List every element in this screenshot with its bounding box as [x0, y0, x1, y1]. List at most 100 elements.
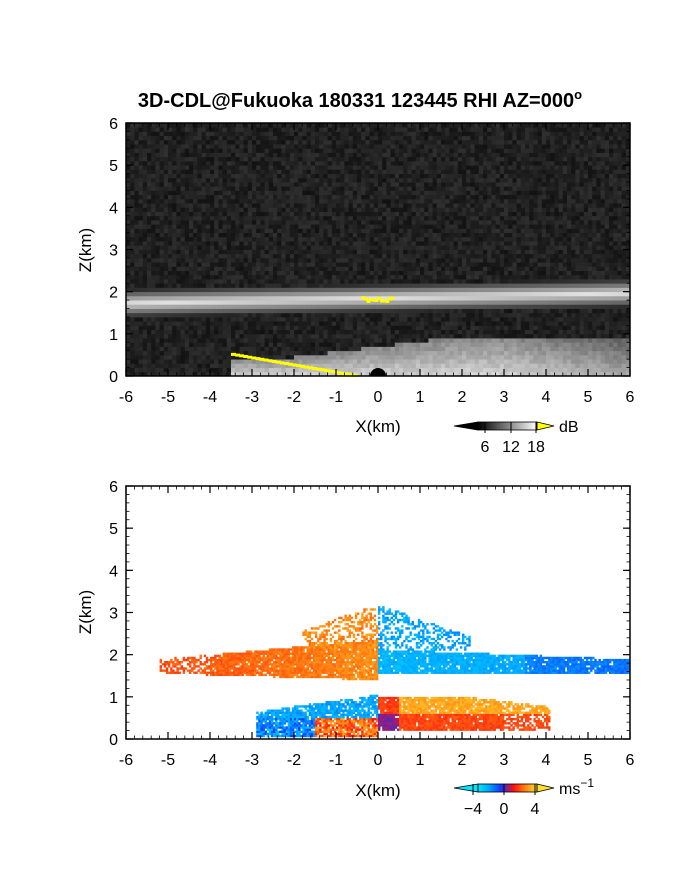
backscatter-cell	[373, 194, 379, 200]
backscatter-cell	[373, 312, 379, 318]
backscatter-cell	[210, 253, 215, 259]
backscatter-cell	[264, 308, 270, 314]
backscatter-cell	[399, 329, 404, 335]
backscatter-cell	[218, 127, 223, 132]
backscatter-cell	[411, 165, 417, 170]
backscatter-cell	[252, 316, 257, 322]
backscatter-cell	[277, 144, 282, 149]
backscatter-cell	[470, 165, 475, 170]
backscatter-cell	[172, 144, 177, 149]
backscatter-cell	[466, 190, 471, 196]
backscatter-cell	[235, 287, 240, 293]
backscatter-cell	[407, 295, 412, 301]
backscatter-cell	[403, 127, 408, 132]
backscatter-cell	[382, 270, 387, 276]
backscatter-cell	[415, 224, 421, 229]
backscatter-cell	[315, 177, 320, 183]
backscatter-cell	[134, 300, 139, 305]
backscatter-cell	[403, 308, 408, 314]
backscatter-cell	[298, 371, 303, 377]
backscatter-cell	[142, 371, 148, 377]
backscatter-cell	[159, 173, 165, 179]
backscatter-cell	[386, 228, 391, 234]
backscatter-cell	[163, 165, 169, 170]
backscatter-cell	[331, 359, 337, 364]
backscatter-cell	[294, 224, 299, 229]
backscatter-cell	[285, 182, 291, 187]
backscatter-cell	[231, 186, 236, 191]
backscatter-cell	[264, 363, 270, 368]
backscatter-cell	[336, 333, 341, 339]
backscatter-cell	[142, 363, 148, 368]
backscatter-cell	[260, 283, 265, 288]
backscatter-cell	[134, 123, 139, 128]
backscatter-cell	[302, 367, 307, 373]
backscatter-cell	[130, 245, 135, 250]
backscatter-cell	[441, 262, 446, 267]
backscatter-cell	[361, 198, 366, 204]
backscatter-cell	[155, 127, 160, 132]
backscatter-cell	[226, 325, 232, 331]
backscatter-cell	[130, 131, 135, 137]
backscatter-cell	[403, 249, 408, 255]
backscatter-cell	[357, 274, 362, 280]
backscatter-cell	[273, 354, 278, 360]
backscatter-cell	[344, 257, 349, 263]
backscatter-cell	[394, 194, 400, 200]
backscatter-cell	[386, 169, 391, 174]
backscatter-cell	[310, 203, 316, 208]
backscatter-cell	[315, 219, 320, 225]
backscatter-cell	[151, 169, 156, 174]
backscatter-cell	[331, 219, 337, 225]
backscatter-cell	[445, 346, 450, 352]
backscatter-cell	[298, 156, 303, 162]
backscatter-cell	[205, 245, 211, 250]
backscatter-cell	[180, 165, 186, 170]
backscatter-cell	[218, 291, 223, 297]
backscatter-cell	[399, 182, 404, 187]
backscatter-cell	[226, 219, 232, 225]
backscatter-cell	[285, 241, 291, 246]
backscatter-cell	[373, 342, 379, 347]
backscatter-cell	[218, 338, 223, 343]
backscatter-cell	[306, 367, 312, 373]
backscatter-cell	[226, 148, 232, 153]
backscatter-cell	[403, 135, 408, 141]
backscatter-cell	[252, 363, 257, 368]
backscatter-cell	[281, 177, 286, 183]
backscatter-cell	[222, 190, 228, 196]
backscatter-cell	[277, 329, 282, 335]
backscatter-cell	[205, 139, 211, 145]
backscatter-cell	[403, 131, 408, 137]
backscatter-cell	[180, 215, 186, 221]
backscatter-cell	[369, 279, 375, 284]
backscatter-cell	[126, 279, 131, 284]
backscatter-cell	[348, 333, 354, 339]
backscatter-cell	[411, 207, 417, 212]
backscatter-cell	[336, 144, 341, 149]
panel1-colorbar-unit: dB	[559, 419, 579, 436]
backscatter-cell	[180, 144, 186, 149]
backscatter-cell	[155, 279, 160, 284]
backscatter-cell	[344, 304, 349, 309]
backscatter-cell	[432, 308, 438, 314]
backscatter-cell	[222, 215, 228, 221]
backscatter-cell	[184, 232, 190, 238]
backscatter-cell	[239, 338, 244, 343]
backscatter-cell	[184, 173, 190, 179]
backscatter-cell	[394, 190, 400, 196]
backscatter-cell	[294, 291, 299, 297]
backscatter-cell	[155, 156, 160, 162]
backscatter-cell	[180, 304, 186, 309]
backscatter-cell	[310, 160, 316, 166]
backscatter-cell	[294, 144, 299, 149]
backscatter-cell	[306, 194, 312, 200]
backscatter-cell	[357, 160, 362, 166]
backscatter-cell	[449, 241, 454, 246]
backscatter-cell	[281, 215, 286, 221]
backscatter-cell	[462, 228, 467, 234]
backscatter-cell	[231, 266, 236, 271]
backscatter-cell	[411, 338, 417, 343]
backscatter-cell	[231, 245, 236, 250]
backscatter-cell	[394, 245, 400, 250]
